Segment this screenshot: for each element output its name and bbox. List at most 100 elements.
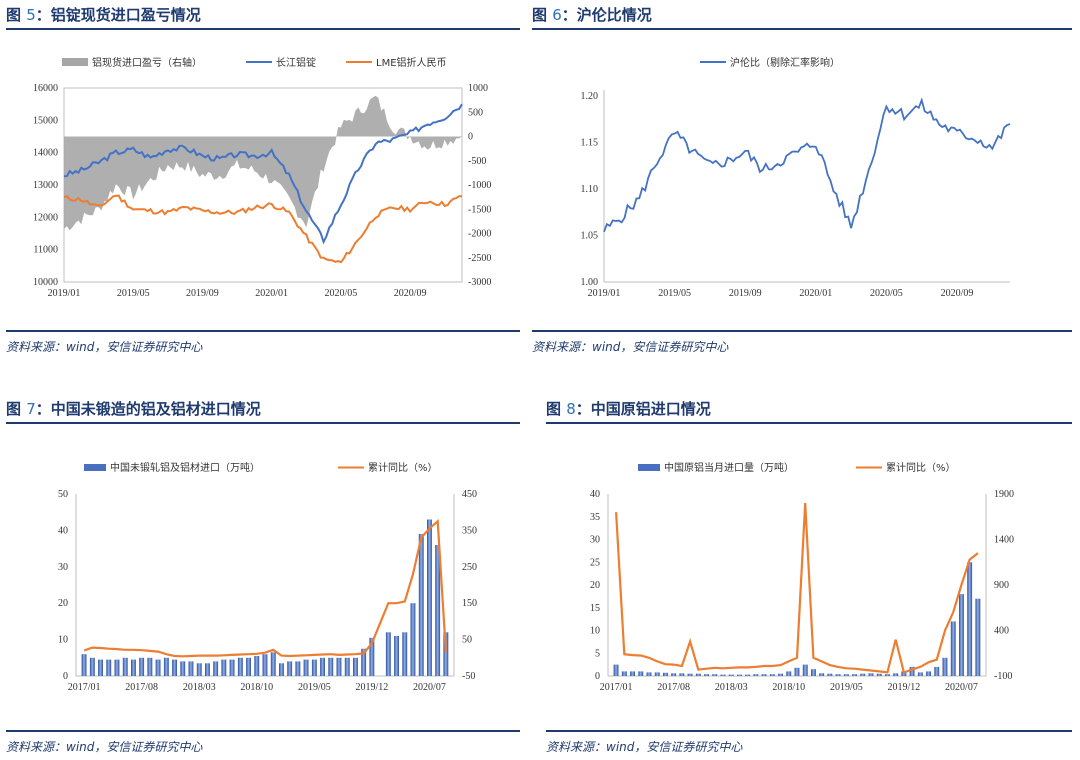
bar: [761, 674, 767, 676]
bar: [613, 664, 619, 676]
bar: [695, 673, 701, 676]
bar: [959, 594, 964, 676]
series-line: [63, 194, 462, 264]
bar: [295, 661, 301, 676]
bar: [794, 667, 800, 676]
bar: [778, 673, 783, 676]
fig-title-text: ：中国未锻造的铝及铝材进口情况: [35, 400, 261, 418]
y-tick-label: 15: [590, 603, 600, 614]
y2-tick-label: 450: [462, 489, 477, 500]
bar: [221, 659, 227, 676]
bar: [89, 657, 95, 676]
y2-tick-label: -50: [462, 671, 475, 682]
x-tick-label: 2017/08: [657, 682, 690, 693]
y2-tick-label: 500: [468, 107, 483, 118]
bar: [638, 671, 644, 676]
chart-figure-7: 中国未锻轧铝及铝材进口（万吨） 累计同比（%） 0 10 20 30 40 50 -50 50 15…: [58, 461, 477, 693]
bar: [328, 657, 334, 676]
x-tick-label: 2019/12: [355, 682, 388, 693]
y-tick-label: 16000: [33, 83, 58, 94]
y-tick-label: 1.00: [581, 277, 599, 288]
bar: [303, 659, 309, 676]
source-rule: [6, 730, 520, 732]
y2-tick-label: 900: [994, 580, 1009, 591]
source-note: 资料来源：wind，安信证券研究中心: [546, 740, 743, 754]
bar: [769, 674, 775, 676]
y2-tick-label: -2500: [468, 253, 491, 264]
source-note: 资料来源：wind，安信证券研究中心: [532, 340, 729, 354]
bar: [802, 664, 808, 676]
bar: [827, 673, 833, 676]
bar: [270, 652, 276, 676]
bar: [893, 673, 899, 676]
y2-tick-label: 150: [462, 598, 477, 609]
y-tick-label: 1.05: [581, 231, 599, 242]
y-tick-label: 25: [590, 557, 600, 568]
x-tick-label: 2019/01: [48, 288, 81, 299]
y-tick-label: 40: [590, 489, 600, 500]
fig-number: 6: [552, 6, 562, 24]
y2-tick-label: -3000: [468, 277, 491, 288]
y2-tick-label: -500: [468, 156, 486, 167]
x-tick-label: 2020/09: [394, 288, 427, 299]
bar: [418, 534, 424, 676]
source-note: 资料来源：wind，安信证券研究中心: [6, 340, 203, 354]
figure-7-panel: 图 7：中国未锻造的铝及铝材进口情况 中国未锻轧铝及铝材进口（万吨） 累计同比（%…: [6, 398, 520, 758]
x-tick-label: 2017/01: [600, 682, 633, 693]
bar: [353, 657, 358, 676]
y-tick-label: 1.20: [581, 91, 599, 102]
y-tick-label: 35: [590, 512, 600, 523]
y2-tick-label: 1400: [994, 535, 1014, 546]
y-tick-label: 20: [58, 598, 68, 609]
x-tick-label: 2019/05: [117, 288, 150, 299]
title-rule: [6, 28, 520, 30]
legend-swatch: [638, 464, 660, 471]
bar: [687, 673, 693, 676]
bar: [942, 657, 948, 676]
bar: [753, 674, 759, 676]
bar: [320, 657, 325, 676]
x-tick-label: 2019/05: [298, 682, 331, 693]
y-tick-label: 1.10: [581, 184, 599, 195]
title-rule: [6, 422, 520, 424]
y-tick-label: 30: [58, 562, 68, 573]
x-tick-label: 2018/03: [715, 682, 748, 693]
series-line: [83, 518, 447, 658]
bar: [679, 673, 685, 676]
y2-tick-label: 1900: [994, 489, 1014, 500]
y2-tick-label: 50: [462, 635, 472, 646]
bar: [876, 673, 882, 676]
bar: [745, 674, 751, 676]
title-rule: [532, 28, 1072, 30]
bar: [279, 663, 284, 676]
y2-tick-label: -2000: [468, 229, 491, 240]
bar: [106, 659, 112, 676]
bar: [98, 659, 103, 676]
y-tick-label: 10: [58, 635, 68, 646]
legend-label: 累计同比（%）: [886, 461, 956, 474]
chart-figure-8: 中国原铝当月进口量（万吨） 累计同比（%） 0 5 10 15 20 25 30 35 40 -100…: [590, 461, 1014, 693]
bar: [671, 673, 677, 676]
x-tick-label: 2020/07: [413, 682, 446, 693]
figure-7-title: 图 7：中国未锻造的铝及铝材进口情况: [6, 398, 261, 419]
bar: [975, 598, 981, 676]
x-tick-label: 2020/05: [324, 288, 357, 299]
bar: [344, 657, 350, 676]
y2-tick-label: -1500: [468, 204, 491, 215]
bar: [835, 674, 841, 676]
x-tick-label: 2020/07: [945, 682, 978, 693]
y-tick-label: 1.15: [581, 138, 599, 149]
y-tick-label: 20: [590, 580, 600, 591]
bar: [262, 654, 268, 676]
series-line: [63, 103, 463, 245]
source-rule: [532, 330, 1072, 332]
bar: [402, 632, 408, 676]
bar: [311, 659, 317, 676]
bar: [254, 656, 260, 676]
source-note: 资料来源：wind，安信证券研究中心: [6, 740, 203, 754]
bar: [122, 657, 128, 676]
fig-number: 5: [26, 6, 36, 24]
x-tick-label: 2018/03: [183, 682, 216, 693]
bar: [205, 663, 210, 676]
legend-label: 长江铝锭: [276, 56, 316, 69]
